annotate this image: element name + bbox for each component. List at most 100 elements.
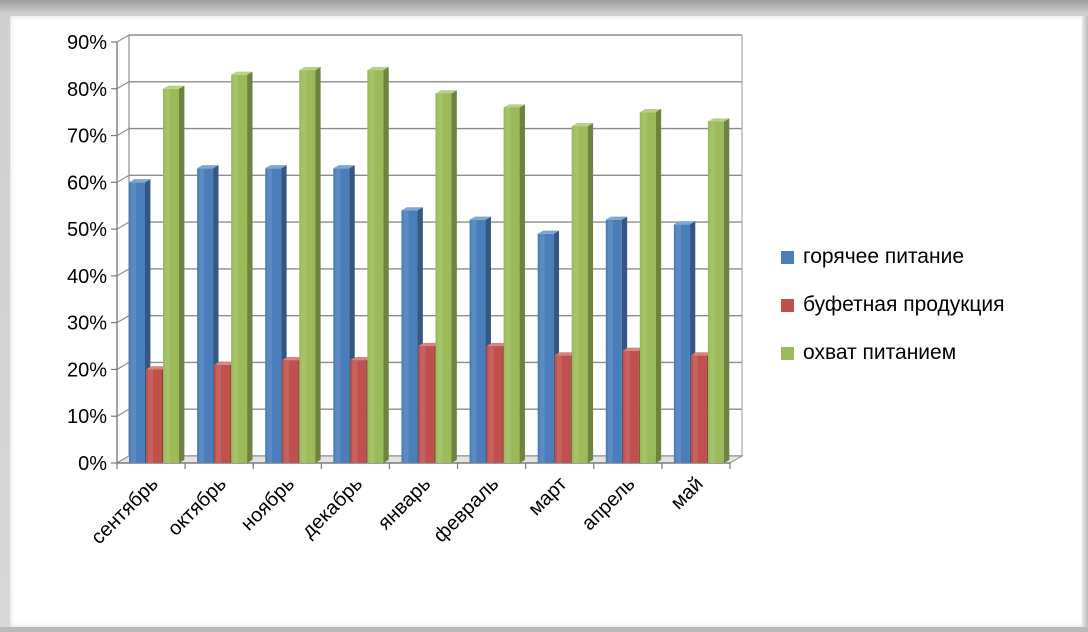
- bar-февраль-1-highlight: [488, 346, 494, 463]
- bar-сентябрь-2-top: [163, 85, 185, 89]
- bar-март-2-top: [571, 123, 594, 127]
- gridline-side: [116, 268, 130, 277]
- gridline-side: [116, 34, 130, 43]
- bar-ноябрь-1-highlight: [284, 360, 290, 463]
- y-tick-label: 50%: [67, 219, 107, 241]
- bar-апрель-2-highlight: [641, 112, 647, 464]
- bar-декабрь-0-top: [333, 165, 355, 169]
- legend-label: горячее питание: [803, 245, 964, 268]
- bar-март-0-top: [537, 230, 560, 234]
- x-tick-label: декабрь: [298, 473, 367, 542]
- bar-октябрь-2-top: [231, 71, 253, 75]
- y-tick-label: 30%: [67, 313, 107, 335]
- bar-ноябрь-0-highlight: [267, 168, 273, 464]
- gridline-side: [116, 174, 130, 183]
- bar-май-0-highlight: [675, 224, 681, 463]
- y-tick-label: 10%: [67, 406, 107, 428]
- bar-октябрь-0-top: [197, 165, 219, 169]
- bar-май-2-highlight: [709, 121, 715, 464]
- bar-апрель-0-top: [605, 216, 628, 220]
- bar-сентябрь-1-highlight: [148, 369, 153, 463]
- bar-май-2-side: [723, 118, 730, 463]
- bar-chart: 0% 10% 20% 30% 40% 50% 60% 70% 80% 90% сентябрь окт…: [67, 32, 1005, 549]
- bar-февраль-2-side: [519, 104, 525, 463]
- bar-ноябрь-2-top: [299, 66, 321, 71]
- bar-октябрь-1-top: [214, 361, 236, 365]
- bar-ноябрь-1-top: [282, 356, 304, 361]
- bar-март-1-highlight: [556, 355, 562, 463]
- x-tick-label: апрель: [578, 473, 640, 535]
- legend: горячее питание буфетная продукция охват п…: [781, 245, 1005, 364]
- bar-февраль-2-highlight: [505, 107, 511, 463]
- bar-декабрь-1-highlight: [352, 360, 358, 463]
- bar-март-0-highlight: [539, 233, 545, 463]
- y-tick-label: 40%: [67, 266, 107, 288]
- bar-декабрь-2-top: [367, 66, 389, 71]
- bar-март-1-top: [554, 352, 577, 356]
- chart-panel: 0% 10% 20% 30% 40% 50% 60% 70% 80% 90% сентябрь окт…: [10, 16, 1088, 627]
- bar-октябрь-2-highlight: [233, 74, 239, 463]
- bar-декабрь-2-highlight: [369, 70, 375, 464]
- y-tick-label: 70%: [67, 126, 107, 148]
- bar-апрель-1-top: [622, 347, 645, 351]
- bar-ноябрь-0-top: [265, 165, 287, 169]
- bar-декабрь-0-highlight: [335, 168, 341, 464]
- bar-октябрь-2-side: [247, 71, 253, 463]
- legend-swatch: [781, 347, 794, 360]
- bar-январь-1-highlight: [420, 346, 426, 463]
- window-edge: [1082, 16, 1088, 627]
- bar-апрель-2-side: [655, 109, 662, 464]
- legend-swatch: [781, 251, 794, 264]
- legend-label: охват питанием: [803, 341, 956, 364]
- x-tick-label: ноябрь: [237, 473, 299, 535]
- bar-январь-1-top: [418, 342, 440, 347]
- y-tick-label: 80%: [67, 79, 107, 101]
- bar-март-2-highlight: [573, 126, 579, 463]
- bar-январь-2-highlight: [437, 93, 443, 463]
- gridline-side: [116, 221, 130, 230]
- bar-апрель-2-top: [639, 109, 662, 113]
- bar-сентябрь-0-highlight: [131, 182, 136, 464]
- x-tick-label: февраль: [429, 473, 503, 547]
- bar-апрель-1-highlight: [624, 350, 630, 463]
- legend-swatch: [781, 299, 794, 312]
- bar-ноябрь-2-side: [315, 66, 321, 463]
- x-tick-label: январь: [374, 473, 435, 534]
- bar-декабрь-1-top: [350, 356, 372, 361]
- bar-сентябрь-2-side: [179, 85, 185, 463]
- bar-layer: [129, 66, 730, 464]
- bar-февраль-2-top: [503, 104, 525, 108]
- bar-февраль-0-highlight: [471, 219, 477, 463]
- x-tick-label: октябрь: [164, 473, 231, 540]
- bar-март-2-side: [587, 123, 594, 464]
- bar-сентябрь-2-highlight: [165, 88, 170, 464]
- bar-январь-2-side: [451, 90, 457, 464]
- gridline-side: [116, 315, 130, 324]
- bar-январь-2-top: [435, 90, 457, 94]
- bar-май-1-top: [690, 352, 713, 356]
- bar-сентябрь-0-top: [129, 179, 151, 183]
- bar-февраль-1-top: [486, 342, 508, 347]
- y-tick-label: 60%: [67, 172, 107, 194]
- bar-январь-0-highlight: [403, 210, 409, 463]
- bar-ноябрь-2-highlight: [301, 70, 307, 464]
- bar-май-0-top: [673, 221, 696, 225]
- bar-апрель-0-highlight: [607, 219, 613, 463]
- y-tick-label: 20%: [67, 359, 107, 381]
- x-tick-label: май: [667, 473, 708, 514]
- y-tick-label: 0%: [78, 453, 107, 475]
- gridline-side: [116, 408, 130, 417]
- x-tick-label: март: [524, 473, 571, 520]
- y-tick-label: 90%: [67, 32, 107, 54]
- bar-май-1-highlight: [692, 355, 698, 463]
- bar-май-2-top: [707, 118, 730, 122]
- gridline-side: [116, 81, 130, 90]
- bar-февраль-0-top: [469, 216, 491, 220]
- legend-label: буфетная продукция: [803, 293, 1005, 316]
- gridline-side: [116, 128, 130, 137]
- bar-декабрь-2-side: [383, 66, 389, 463]
- bar-октябрь-0-highlight: [199, 168, 205, 464]
- bar-сентябрь-1-top: [146, 366, 168, 370]
- bar-январь-0-top: [401, 207, 423, 211]
- gridline-side: [116, 361, 130, 370]
